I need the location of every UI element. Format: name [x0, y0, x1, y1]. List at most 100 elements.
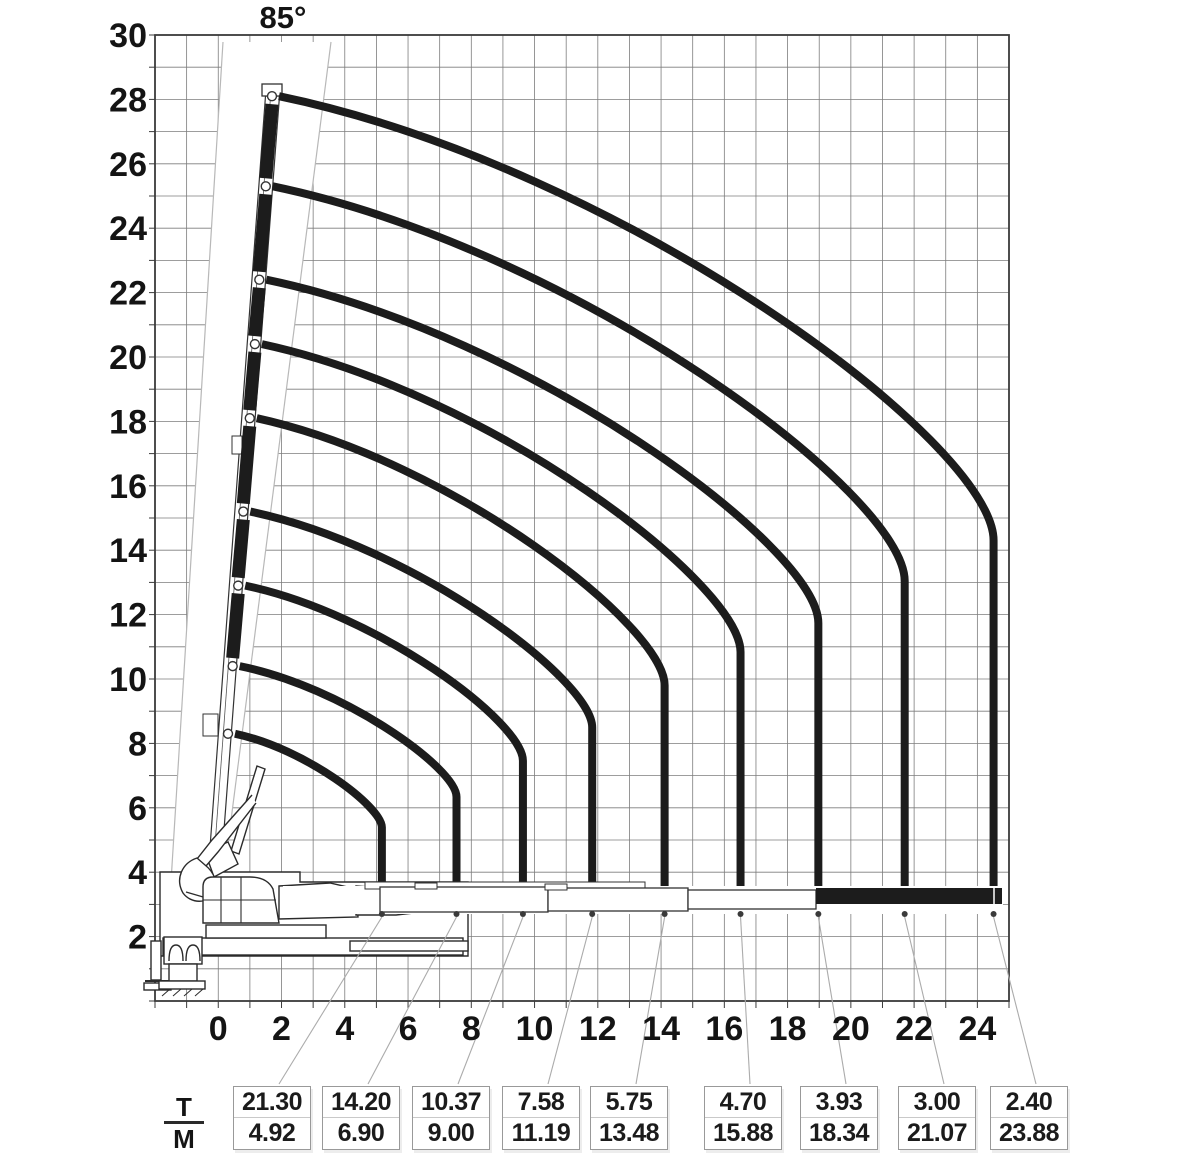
luffing-boom-segment [231, 518, 250, 579]
y-axis-label: 12 [109, 597, 147, 635]
capacity-tons-value: 5.75 [591, 1087, 667, 1118]
x-axis-label: 16 [705, 1010, 743, 1048]
y-axis-label: 26 [109, 146, 147, 184]
capacity-outreach-value: 23.88 [998, 1119, 1060, 1147]
x-axis-label: 2 [272, 1010, 291, 1048]
load-curve [244, 581, 527, 904]
capacity-box: 21.30 4.92 [233, 1086, 311, 1150]
y-axis-label: 8 [128, 725, 147, 763]
y-axis-label: 10 [109, 661, 147, 699]
x-axis-label: 10 [516, 1010, 554, 1048]
capacity-box: 4.70 15.88 [704, 1086, 782, 1150]
luffing-boom-segment [236, 425, 257, 505]
luffing-boom-segment [243, 351, 262, 411]
x-axis-label: 20 [832, 1010, 870, 1048]
y-axis-label: 2 [128, 919, 147, 957]
leader-dot [990, 911, 997, 917]
x-axis-label: 24 [958, 1010, 996, 1048]
leader-line [904, 916, 945, 1085]
y-axis-label: 24 [109, 210, 147, 248]
luffing-boom-bracket-lower [202, 713, 219, 737]
capacity-tons-value: 4.70 [705, 1087, 781, 1118]
x-axis-label: 18 [769, 1010, 807, 1048]
boom-joint-marker [233, 580, 244, 591]
luffing-boom-bracket-upper [231, 435, 243, 455]
load-curve [238, 662, 461, 904]
boom-section [687, 889, 817, 910]
load-curve [234, 729, 386, 904]
boom-joint-marker [238, 506, 249, 517]
leader-dot [589, 911, 596, 917]
y-axis-label: 6 [128, 790, 147, 828]
outrigger-cylinder [185, 944, 201, 962]
ground-hatch [161, 988, 171, 997]
capacity-box: 5.75 13.48 [590, 1086, 668, 1150]
boom-angle-ray-left [169, 41, 224, 899]
y-axis-label: 22 [109, 275, 147, 313]
boom-section-extended [816, 888, 1002, 904]
capacity-outreach-value: 11.19 [511, 1119, 571, 1147]
y-axis-label: 14 [109, 532, 147, 570]
leader-dot [378, 911, 385, 917]
y-axis-label: 28 [109, 81, 147, 119]
capacity-tons-value: 7.58 [503, 1087, 579, 1118]
leader-dot [737, 911, 744, 917]
boom-joint-marker [244, 412, 255, 424]
leader-line [278, 916, 383, 1085]
leader-line [367, 916, 457, 1085]
y-axis-label: 30 [109, 17, 147, 55]
capacity-box: 3.93 18.34 [800, 1086, 878, 1150]
boom-section [547, 887, 689, 912]
boom-bracket [544, 883, 568, 891]
capacity-tons-value: 10.37 [413, 1087, 489, 1118]
capacity-tons-value: 21.30 [234, 1087, 310, 1118]
capacity-tons-value: 3.00 [899, 1087, 975, 1118]
x-axis-label: 6 [399, 1010, 418, 1048]
leader-line [635, 916, 666, 1085]
x-axis-label: 22 [895, 1010, 933, 1048]
capacity-tons-value: 2.40 [991, 1087, 1067, 1118]
capacity-legend-meters: M [173, 1124, 195, 1154]
x-axis-label: 0 [209, 1010, 228, 1048]
boom-angle-ray-right [220, 41, 332, 899]
capacity-outreach-value: 6.90 [337, 1119, 385, 1147]
plot-frame [154, 34, 1010, 1002]
ground-hatch [183, 988, 193, 997]
capacity-box: 14.20 6.90 [322, 1086, 400, 1150]
capacity-outreach-value: 15.88 [712, 1119, 774, 1147]
outrigger-ground-pad [158, 980, 206, 990]
capacity-outreach-value: 21.07 [906, 1119, 968, 1147]
capacity-box: 7.58 11.19 [502, 1086, 580, 1150]
ground-hatch [194, 988, 204, 997]
capacity-outreach-value: 18.34 [808, 1119, 870, 1147]
boom-bracket [414, 882, 438, 890]
luffing-boom-segment [259, 103, 279, 179]
capacity-outreach-value: 9.00 [427, 1119, 475, 1147]
x-axis-label: 8 [462, 1010, 481, 1048]
leader-dot [661, 911, 668, 917]
capacity-legend-tons: T [164, 1094, 204, 1124]
leader-dot [901, 911, 908, 917]
outrigger-leg [168, 963, 198, 982]
boom-angle-label: 85° [259, 0, 307, 35]
outrigger-post [150, 940, 162, 981]
luffing-boom-segment [226, 593, 245, 659]
y-axis-label: 20 [109, 339, 147, 377]
leader-line [817, 916, 847, 1085]
capacity-outreach-value: 4.92 [248, 1119, 296, 1147]
leader-line [993, 916, 1037, 1085]
leader-dot [519, 911, 526, 917]
capacity-tons-value: 3.93 [801, 1087, 877, 1118]
luffing-boom-segment [252, 193, 273, 273]
boom-joint-marker [249, 338, 261, 350]
x-axis-label: 4 [335, 1010, 354, 1048]
y-axis-label: 18 [109, 403, 147, 441]
crane-turntable [205, 924, 327, 939]
leader-dot [453, 911, 460, 917]
capacity-outreach-value: 13.48 [598, 1119, 660, 1147]
load-curve [271, 182, 909, 904]
capacity-legend: T M [164, 1094, 204, 1152]
capacity-tons-value: 14.20 [323, 1087, 399, 1118]
capacity-box: 10.37 9.00 [412, 1086, 490, 1150]
